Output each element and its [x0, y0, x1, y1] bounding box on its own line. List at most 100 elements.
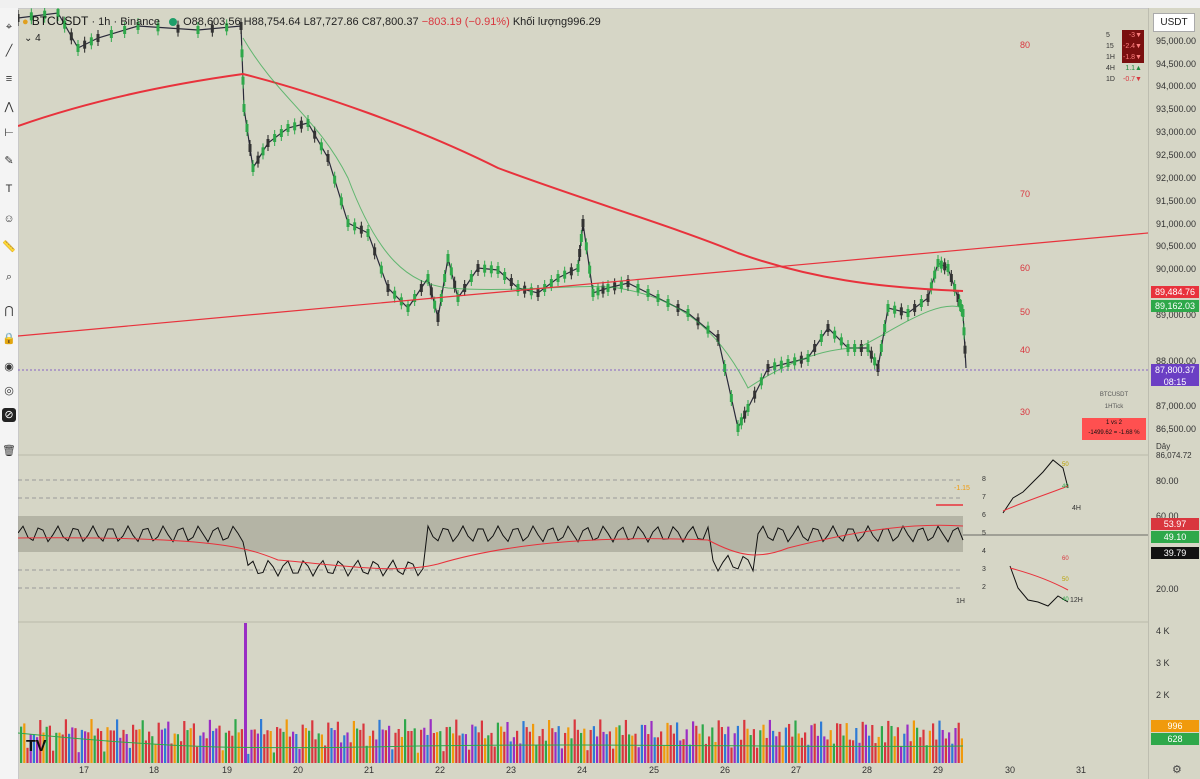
volume-bar [26, 747, 29, 763]
date-tick: 19 [222, 765, 233, 775]
volume-bar [621, 734, 624, 763]
candle-body [913, 304, 917, 312]
volume-bar [400, 736, 403, 763]
candle-body [333, 175, 337, 184]
volume-bar [951, 743, 954, 763]
exchange-label: Binance [120, 16, 160, 28]
candle-body [239, 22, 243, 30]
volume-bar [858, 742, 861, 763]
cursor-tool-icon[interactable]: ⌖ [5, 21, 13, 33]
visibility-tool-icon[interactable]: ◎ [4, 385, 14, 397]
osc-band [18, 516, 963, 552]
last-price-value: 87,800.37 [1154, 365, 1196, 375]
chart-canvas[interactable] [18, 8, 1148, 779]
magnet-tool-icon[interactable]: ⋂ [4, 305, 14, 317]
volume-bar [125, 734, 128, 763]
volume-bar [173, 733, 176, 763]
candle-body [406, 304, 410, 312]
mtf-value: -3▼ [1122, 30, 1144, 41]
candle-body [196, 26, 200, 34]
compare-title: 1 vs 2 [1105, 420, 1122, 426]
volume-bar [944, 738, 947, 763]
candle-body [516, 284, 520, 292]
hide-tool-icon[interactable]: ◉ [4, 361, 14, 373]
settings-gear-icon[interactable]: ⚙ [1172, 764, 1182, 776]
volume-bar [727, 726, 730, 763]
volume-bar [378, 719, 381, 763]
tradingview-logo[interactable]: TV [26, 738, 47, 755]
candle-body [449, 267, 453, 276]
interval-label[interactable]: 1h [98, 16, 111, 28]
candle-body [563, 270, 567, 279]
candle-body [806, 354, 810, 362]
candle-body [746, 404, 750, 412]
volume-bar [333, 730, 336, 763]
chart-area[interactable] [18, 8, 1148, 779]
candle-body [326, 154, 330, 162]
fib-tool-icon[interactable]: ≡ [5, 73, 13, 85]
volume-bar [807, 744, 810, 763]
symbol-name[interactable]: BTCUSDT [31, 14, 89, 28]
volume-bar [730, 747, 733, 763]
volume-bar [301, 724, 304, 763]
candle-body [386, 284, 390, 292]
volume-bar [756, 747, 759, 763]
volume-bar [490, 732, 493, 763]
trend-line-tool-icon[interactable]: ╱ [5, 45, 13, 57]
candle-body [251, 164, 255, 172]
volume-bar [935, 739, 938, 763]
volume-bar [404, 719, 407, 763]
ruler-tool-icon[interactable]: 📏 [2, 241, 16, 253]
legend-low: L87,727.86 [303, 16, 359, 28]
volume-bar [471, 724, 474, 763]
osc-scale-label: 3 [982, 566, 986, 573]
candle-body [873, 357, 877, 366]
axis-partial-text: Dây [1156, 442, 1171, 451]
active-tool-icon[interactable]: ⊘ [2, 408, 16, 422]
volume-bar [253, 729, 256, 763]
volume-bar [452, 733, 455, 763]
volume-bar [176, 734, 179, 763]
pattern-tool-icon[interactable]: ⋀ [4, 101, 14, 113]
text-tool-icon[interactable]: T [5, 183, 13, 195]
volume-bar [570, 738, 573, 763]
volume-bar [605, 734, 608, 763]
lock-tool-icon[interactable]: 🔒 [2, 333, 16, 345]
volume-bar [599, 719, 602, 763]
volume-bar [628, 734, 631, 763]
volume-bar [343, 735, 346, 763]
candle-body [279, 129, 283, 137]
volume-bar [468, 749, 471, 763]
volume-bar [948, 732, 951, 763]
market-status-icon [169, 18, 178, 27]
mini-12h-level: 60 [1062, 556, 1069, 562]
emoji-tool-icon[interactable]: ☺ [3, 213, 15, 225]
projection-tool-icon[interactable]: ⊢ [4, 127, 14, 139]
candle-body [319, 142, 323, 151]
brush-tool-icon[interactable]: ✎ [4, 155, 14, 167]
volume-bar [733, 733, 736, 763]
candle-body [893, 305, 897, 314]
candle-body [63, 20, 67, 29]
candle-body [241, 76, 245, 85]
rsi-level-40: 40 [1020, 345, 1031, 355]
last-price-tag: 87,800.37 08:15 [1151, 364, 1199, 387]
osc-scale-label: 5 [982, 530, 986, 537]
volume-bar [925, 745, 928, 763]
volume-bar [349, 742, 352, 763]
candle-body [489, 265, 493, 274]
volume-bar [269, 731, 272, 763]
candle-body [953, 284, 957, 292]
volume-bar [192, 723, 195, 763]
volume-bar [720, 727, 723, 763]
price-axis[interactable] [1148, 8, 1200, 779]
volume-bar [240, 729, 243, 763]
candle-body [819, 334, 823, 342]
volume-bar [717, 720, 720, 763]
currency-button[interactable]: USDT [1153, 13, 1195, 32]
trash-tool-icon[interactable]: 🗑 [2, 445, 16, 457]
indicators-collapse[interactable]: ⌄ 4 [24, 33, 41, 44]
volume-bar [477, 732, 480, 763]
volume-bar [740, 739, 743, 763]
zoom-tool-icon[interactable]: ⌕ [5, 271, 13, 283]
